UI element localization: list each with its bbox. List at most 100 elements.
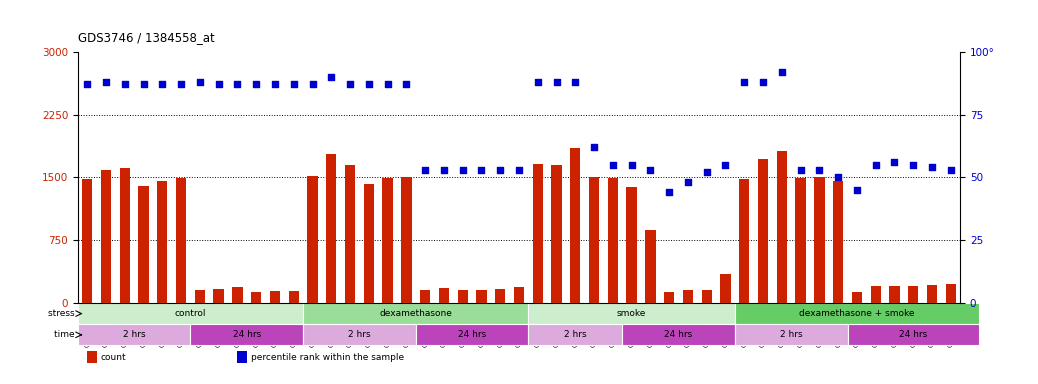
Bar — [495, 289, 506, 303]
Point — [886, 159, 903, 166]
Bar — [214, 289, 224, 303]
Bar — [528, 303, 735, 324]
Point — [172, 81, 189, 88]
Point — [154, 81, 170, 88]
Bar — [776, 151, 787, 303]
Point — [417, 167, 434, 173]
Text: 2 hrs: 2 hrs — [564, 330, 586, 339]
Text: 24 hrs: 24 hrs — [458, 330, 486, 339]
Bar — [607, 178, 618, 303]
Bar — [289, 291, 299, 303]
Bar — [78, 303, 303, 324]
Point — [643, 167, 659, 173]
Bar — [814, 177, 824, 303]
Point — [79, 81, 95, 88]
Bar — [735, 303, 979, 324]
Point — [736, 79, 753, 85]
Text: smoke: smoke — [617, 309, 647, 318]
Text: time: time — [54, 330, 78, 339]
Bar — [345, 165, 355, 303]
Point — [849, 187, 866, 193]
Point — [548, 79, 565, 85]
Point — [585, 144, 602, 151]
Text: dexamethasone + smoke: dexamethasone + smoke — [799, 309, 914, 318]
Bar — [237, 351, 247, 363]
Bar — [890, 286, 900, 303]
Bar — [532, 164, 543, 303]
Bar — [702, 290, 712, 303]
Bar — [589, 177, 599, 303]
Point — [905, 162, 922, 168]
Bar — [458, 290, 468, 303]
Bar — [646, 230, 656, 303]
Point — [792, 167, 809, 173]
Text: control: control — [174, 309, 207, 318]
Point — [455, 167, 471, 173]
Bar — [946, 284, 956, 303]
Text: 2 hrs: 2 hrs — [348, 330, 371, 339]
Text: 24 hrs: 24 hrs — [899, 330, 927, 339]
Bar — [119, 168, 130, 303]
Bar — [570, 148, 580, 303]
Point — [680, 179, 696, 185]
Bar — [476, 290, 487, 303]
Point — [943, 167, 959, 173]
Text: dexamethasone: dexamethasone — [379, 309, 453, 318]
Text: percentile rank within the sample: percentile rank within the sample — [251, 353, 404, 362]
Bar — [382, 178, 392, 303]
Bar — [683, 290, 693, 303]
Bar — [402, 177, 411, 303]
Bar — [622, 324, 735, 346]
Bar — [832, 181, 843, 303]
Point — [511, 167, 527, 173]
Point — [717, 162, 734, 168]
Point — [192, 79, 209, 85]
Bar — [307, 176, 318, 303]
Point — [248, 81, 265, 88]
Point — [436, 167, 453, 173]
Text: 2 hrs: 2 hrs — [122, 330, 145, 339]
Point — [323, 74, 339, 80]
Bar — [758, 159, 768, 303]
Bar — [138, 186, 148, 303]
Bar — [735, 324, 847, 346]
Bar — [664, 292, 675, 303]
Point — [398, 81, 414, 88]
Bar — [908, 286, 919, 303]
Point — [699, 169, 715, 175]
Bar — [157, 181, 167, 303]
Point — [211, 81, 227, 88]
Bar — [847, 324, 979, 346]
Point — [624, 162, 640, 168]
Point — [285, 81, 302, 88]
Text: stress: stress — [49, 309, 78, 318]
Point — [661, 189, 678, 195]
Bar — [720, 274, 731, 303]
Text: GDS3746 / 1384558_at: GDS3746 / 1384558_at — [78, 31, 215, 44]
Bar — [191, 324, 303, 346]
Point — [773, 69, 790, 75]
Point — [304, 81, 321, 88]
Bar — [514, 286, 524, 303]
Point — [829, 174, 846, 180]
Bar — [101, 170, 111, 303]
Bar — [528, 324, 622, 346]
Text: 2 hrs: 2 hrs — [780, 330, 802, 339]
Bar — [326, 154, 336, 303]
Bar — [439, 288, 449, 303]
Bar — [303, 303, 528, 324]
Point — [868, 162, 884, 168]
Point — [811, 167, 827, 173]
Bar — [927, 285, 937, 303]
Text: count: count — [101, 353, 127, 362]
Bar — [627, 187, 636, 303]
Point — [135, 81, 152, 88]
Bar — [87, 351, 98, 363]
Bar — [363, 184, 374, 303]
Point — [360, 81, 377, 88]
Bar — [303, 324, 416, 346]
Text: 24 hrs: 24 hrs — [664, 330, 692, 339]
Bar — [739, 179, 749, 303]
Point — [924, 164, 940, 170]
Point — [267, 81, 283, 88]
